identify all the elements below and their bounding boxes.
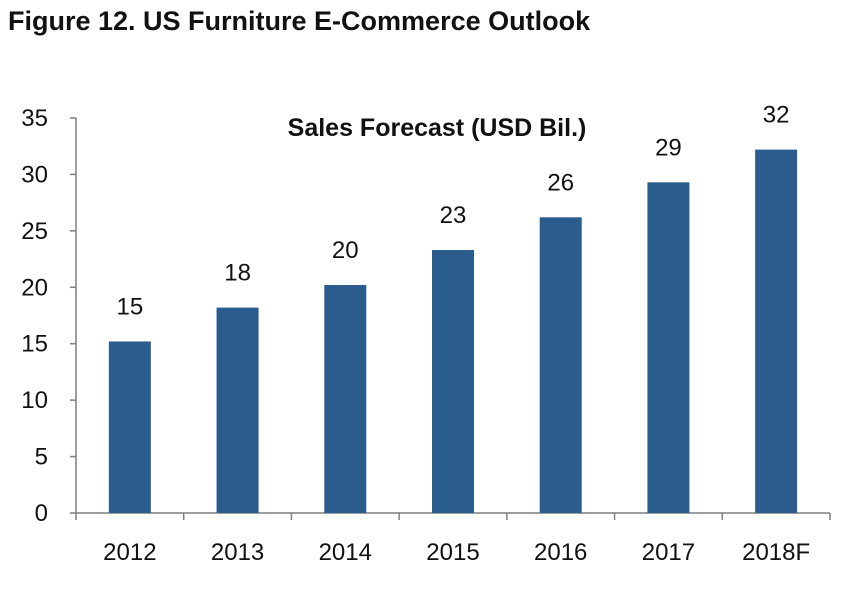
y-tick-label: 25 <box>21 218 48 245</box>
y-tick-label: 20 <box>21 274 48 301</box>
figure-title: Figure 12. US Furniture E-Commerce Outlo… <box>8 6 591 36</box>
data-label-2017: 29 <box>655 134 682 161</box>
x-tick-label: 2012 <box>103 539 156 566</box>
x-tick-label: 2016 <box>534 539 587 566</box>
data-label-2012: 15 <box>117 293 144 320</box>
y-tick-label: 0 <box>35 500 48 527</box>
data-label-2018F: 32 <box>763 102 790 129</box>
bar-2012 <box>108 341 151 513</box>
y-tick-label: 10 <box>21 387 48 414</box>
chart-title: Sales Forecast (USD Bil.) <box>288 114 587 142</box>
x-tick-label: 2014 <box>319 539 372 566</box>
y-axis: 0 5 10 15 20 25 30 35 <box>21 105 77 527</box>
data-label-2015: 23 <box>440 202 467 229</box>
x-tick-label: 2015 <box>426 539 479 566</box>
y-tick-label: 15 <box>21 331 48 358</box>
y-tick-label: 30 <box>21 161 48 188</box>
data-label-2016: 26 <box>547 169 574 196</box>
y-tick-label: 5 <box>35 444 48 471</box>
bar-2013 <box>216 307 259 513</box>
bar-2016 <box>539 217 582 514</box>
x-tick-label: 2017 <box>642 539 695 566</box>
bar-2014 <box>324 285 367 513</box>
x-axis: 2012 2013 2014 2015 2016 2017 2018F <box>75 512 831 566</box>
bar-2015 <box>432 250 474 514</box>
data-label-2014: 20 <box>332 237 359 264</box>
data-label-2013: 18 <box>224 260 251 287</box>
data-labels: 15 18 20 23 26 29 32 <box>117 102 790 321</box>
bar-series <box>108 149 798 514</box>
x-tick-label: 2018F <box>742 539 810 566</box>
x-tick-label: 2013 <box>211 539 264 566</box>
bar-2017 <box>647 182 690 514</box>
bar-2018F <box>755 149 798 513</box>
y-tick-label: 35 <box>21 105 48 132</box>
